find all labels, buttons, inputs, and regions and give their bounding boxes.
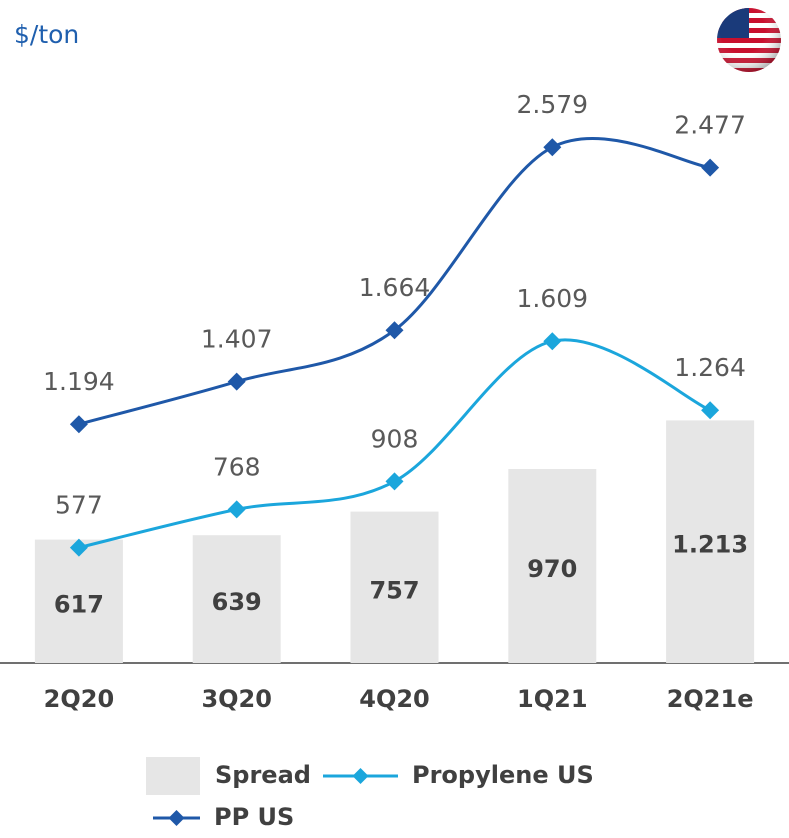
- x-tick-label: 1Q21: [517, 685, 588, 713]
- x-tick-label: 2Q21e: [667, 685, 754, 713]
- marker: [227, 372, 246, 391]
- marker: [69, 538, 88, 557]
- bar-value-label: 1.213: [672, 531, 748, 559]
- legend-swatch: [146, 757, 200, 795]
- value-label: 1.664: [359, 273, 431, 302]
- bar: [666, 420, 755, 663]
- marker: [543, 332, 562, 351]
- value-label: 2.579: [517, 90, 589, 119]
- value-label: 768: [213, 452, 261, 481]
- value-label: 1.264: [674, 353, 746, 382]
- bar-value-label: 970: [527, 555, 577, 583]
- bar: [508, 469, 597, 663]
- marker: [701, 401, 720, 420]
- flag-icon: [717, 8, 781, 72]
- x-tick-label: 3Q20: [201, 685, 272, 713]
- marker: [385, 472, 404, 491]
- value-label: 577: [55, 491, 103, 520]
- legend-marker: [352, 768, 369, 784]
- value-label: 1.609: [517, 284, 589, 313]
- legend-label: PP US: [214, 803, 294, 831]
- unit-label: $/ton: [14, 20, 79, 49]
- marker: [543, 138, 562, 157]
- value-label: 2.477: [674, 111, 746, 140]
- line: [78, 136, 711, 426]
- bar-value-label: 639: [212, 588, 262, 616]
- marker: [227, 500, 246, 519]
- bar: [350, 511, 439, 663]
- marker: [701, 158, 720, 177]
- bar: [192, 535, 281, 663]
- value-label: 908: [371, 424, 419, 453]
- legend-label: Spread: [215, 761, 311, 789]
- marker: [69, 415, 88, 434]
- line: [78, 338, 711, 550]
- x-tick-label: 4Q20: [359, 685, 430, 713]
- x-tick-label: 2Q20: [44, 685, 115, 713]
- bar: [34, 539, 123, 663]
- value-label: 1.407: [201, 325, 273, 354]
- legend-label: Propylene US: [412, 761, 594, 789]
- value-label: 1.194: [43, 367, 115, 396]
- bar-value-label: 757: [369, 576, 419, 604]
- bar-value-label: 617: [54, 590, 104, 618]
- marker: [385, 321, 404, 340]
- legend-marker: [168, 810, 185, 826]
